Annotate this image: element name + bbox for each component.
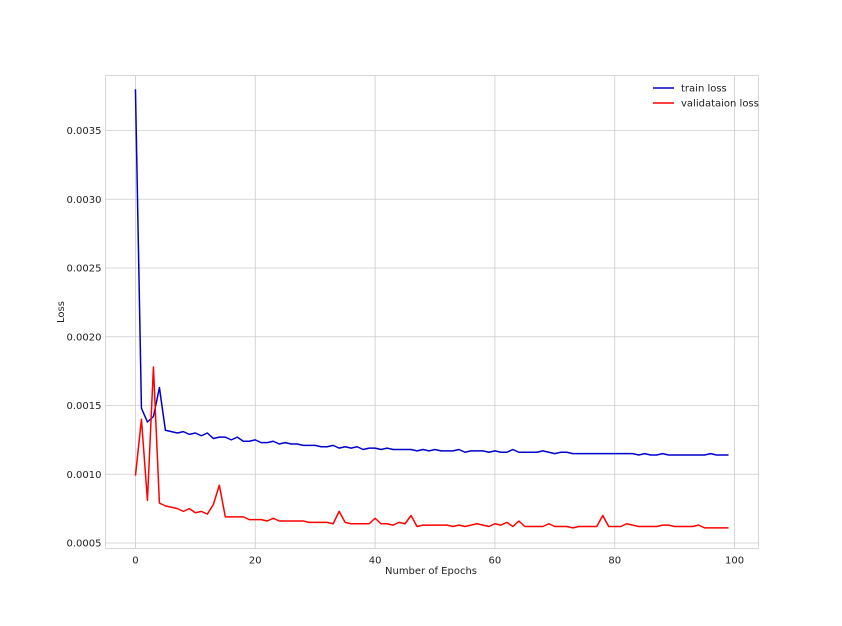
x-tick-label: 40 <box>369 556 382 567</box>
y-tick-label: 0.0025 <box>67 264 102 275</box>
x-tick-label: 100 <box>725 556 744 567</box>
plot-frame <box>105 75 759 549</box>
series-lines <box>134 89 729 529</box>
x-tick-labels: 0 20 40 60 80 100 <box>132 556 744 567</box>
y-axis-label: Loss <box>56 301 67 323</box>
x-tick-label: 60 <box>489 556 502 567</box>
legend-label: validataion loss <box>681 99 759 110</box>
y-tick-label: 0.0010 <box>67 470 102 481</box>
y-gridlines <box>105 130 759 544</box>
y-tick-label: 0.0020 <box>67 332 102 343</box>
x-tick-label: 20 <box>249 556 262 567</box>
y-tick-label: 0.0005 <box>67 539 102 550</box>
x-tick-label: 0 <box>132 556 138 567</box>
series-line-validataion-loss <box>134 366 729 529</box>
y-tick-label: 0.0035 <box>67 126 102 137</box>
legend: train loss validataion loss <box>653 84 759 110</box>
x-axis-label: Number of Epochs <box>385 566 477 577</box>
legend-label: train loss <box>681 84 727 95</box>
y-tick-labels: 0.0005 0.0010 0.0015 0.0020 0.0025 0.0030 0.00… <box>67 126 102 550</box>
y-tick-label: 0.0015 <box>67 401 102 412</box>
y-tick-label: 0.0030 <box>67 195 102 206</box>
series-line-train-loss <box>134 89 729 456</box>
plot-background <box>105 75 759 549</box>
x-tick-label: 80 <box>608 556 621 567</box>
